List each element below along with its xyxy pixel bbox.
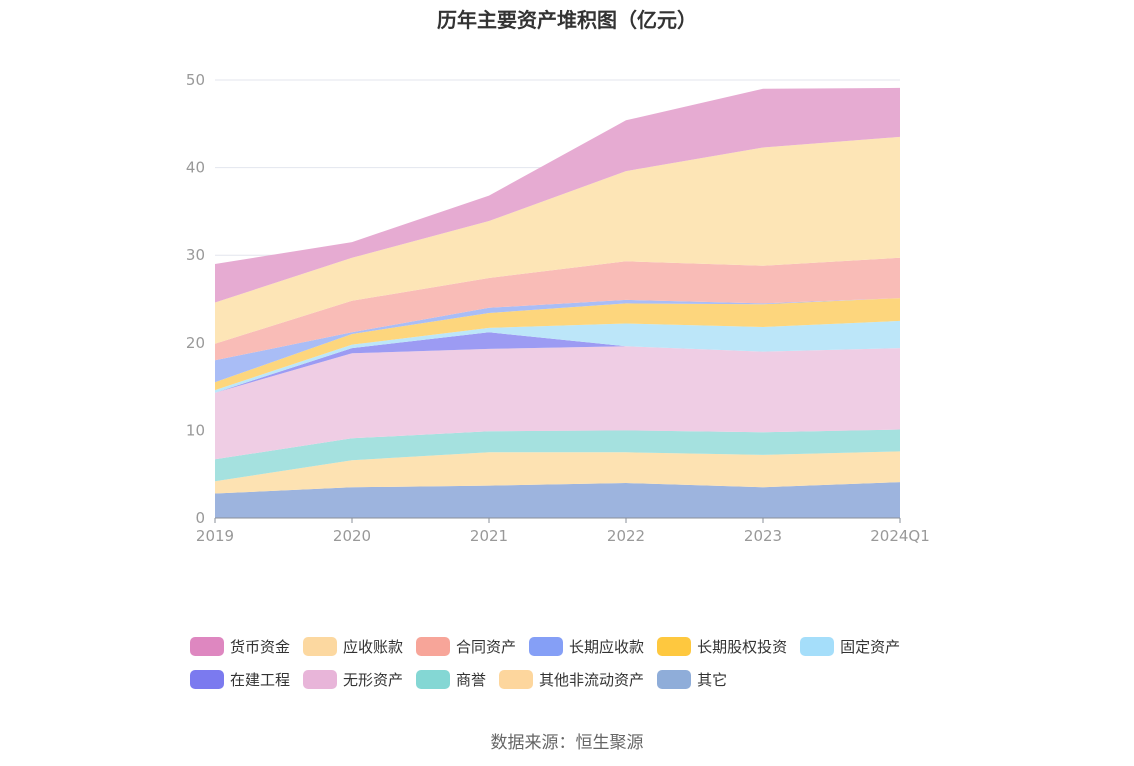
x-tick-label: 2020 — [333, 527, 371, 545]
y-tick-label: 20 — [186, 334, 205, 352]
y-tick-label: 40 — [186, 159, 205, 177]
area-series — [215, 298, 900, 391]
data-source-note: 数据来源：恒生聚源 — [490, 733, 644, 753]
legend-item[interactable]: 商誉 — [416, 669, 486, 690]
x-tick-label: 2019 — [196, 527, 234, 545]
legend-label: 长期应收款 — [569, 638, 645, 656]
area-series — [215, 320, 900, 393]
legend-label: 其他非流动资产 — [539, 671, 645, 689]
x-tick-label: 2024Q1 — [870, 527, 930, 545]
x-tick-label: 2023 — [744, 527, 782, 545]
legend-label: 商誉 — [456, 671, 487, 689]
legend-row-2: 在建工程 无形资产 商誉 其他非流动资产 其它 — [190, 663, 970, 696]
area-series — [215, 429, 900, 482]
legend-label: 在建工程 — [230, 671, 291, 689]
chart-title: 历年主要资产堆积图（亿元） — [437, 8, 697, 32]
legend-label: 无形资产 — [343, 671, 404, 689]
legend-swatch — [303, 637, 338, 656]
legend-swatch — [190, 637, 224, 656]
stacked-area-chart: 0 10 20 30 40 50 2019 2020 2021 2022 2023 2024Q1 — [186, 71, 930, 545]
area-series-group — [215, 87, 900, 518]
legend-item[interactable]: 长期应收款 — [529, 636, 644, 657]
legend-swatch — [416, 637, 451, 656]
legend-swatch — [303, 670, 338, 689]
y-tick-label: 10 — [186, 421, 205, 439]
axes: 0 10 20 30 40 50 2019 2020 2021 2022 2023 2024Q1 — [186, 71, 930, 545]
y-tick-label: 30 — [186, 246, 205, 264]
legend-label: 合同资产 — [456, 638, 517, 656]
legend-label: 其它 — [697, 671, 728, 689]
legend-item[interactable]: 在建工程 — [190, 669, 290, 690]
x-tick-label: 2022 — [607, 527, 645, 545]
legend-item[interactable]: 固定资产 — [800, 636, 900, 657]
legend-item[interactable]: 长期股权投资 — [657, 636, 787, 657]
area-series — [215, 136, 900, 344]
legend-swatch — [657, 637, 692, 656]
y-tick-label: 50 — [186, 71, 205, 89]
area-series — [215, 87, 900, 303]
area-series — [215, 482, 900, 518]
legend-swatch — [416, 670, 451, 689]
legend-label: 应收账款 — [343, 638, 404, 656]
legend-label: 固定资产 — [840, 638, 901, 656]
legend: 货币资金 应收账款 合同资产 长期应收款 长期股权投资 固定资产 在建工程 — [190, 630, 970, 696]
legend-item[interactable]: 货币资金 — [190, 636, 290, 657]
legend-label: 长期股权投资 — [697, 638, 788, 656]
area-series — [215, 346, 900, 460]
area-series — [215, 332, 900, 393]
legend-item[interactable]: 应收账款 — [303, 636, 403, 657]
x-tick-label: 2021 — [470, 527, 508, 545]
legend-swatch — [529, 637, 564, 656]
legend-item[interactable]: 其它 — [657, 669, 727, 690]
legend-label: 货币资金 — [230, 638, 291, 656]
legend-item[interactable]: 无形资产 — [303, 669, 403, 690]
legend-swatch — [499, 670, 534, 689]
legend-swatch — [657, 670, 692, 689]
legend-item[interactable]: 其他非流动资产 — [499, 669, 644, 690]
area-series — [215, 257, 900, 361]
legend-swatch — [800, 637, 835, 656]
legend-item[interactable]: 合同资产 — [416, 636, 516, 657]
area-series — [215, 451, 900, 494]
y-tick-label: 0 — [195, 509, 205, 527]
legend-row-1: 货币资金 应收账款 合同资产 长期应收款 长期股权投资 固定资产 — [190, 630, 970, 663]
legend-swatch — [190, 670, 224, 689]
